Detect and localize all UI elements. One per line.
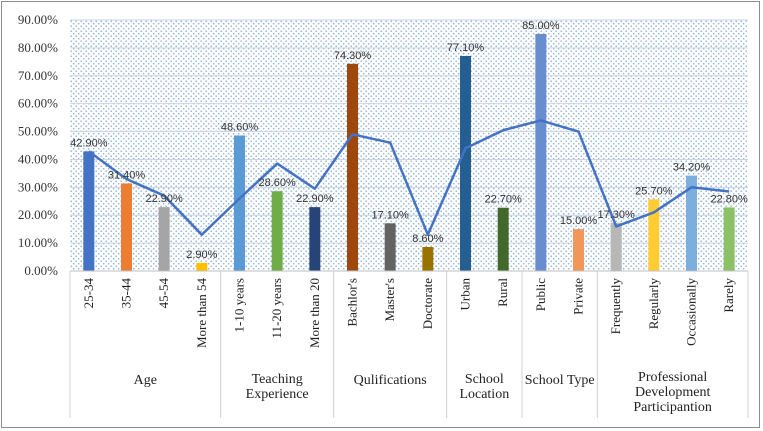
data-label: 28.60%	[259, 177, 297, 189]
data-label: 34.20%	[673, 162, 711, 174]
group-label: Teaching	[252, 372, 303, 387]
category-label: Occasionally	[684, 278, 699, 346]
x-axis: 25-34 35-44 45-54 More than 54 1-10 years 11-…	[69, 270, 749, 418]
category-label: More than 20	[307, 278, 322, 348]
group-label: Participantion	[633, 400, 712, 415]
category-label: Doctorate	[420, 278, 435, 329]
y-tick-label: 30.00%	[18, 179, 58, 194]
line-series	[88, 119, 730, 236]
category-label: 25-34	[81, 278, 96, 309]
y-tick-label: 90.00%	[18, 12, 58, 27]
category-label: 45-54	[156, 278, 171, 309]
data-label: 48.60%	[221, 121, 259, 133]
group-label: Experience	[246, 387, 309, 402]
group-label: Age	[134, 373, 157, 388]
group-label: School Type	[525, 373, 595, 388]
bar	[347, 63, 358, 272]
data-label: 2.90%	[186, 249, 217, 261]
bar	[83, 151, 95, 271]
data-label: 22.90%	[146, 193, 184, 205]
category-label: 35-44	[119, 278, 134, 309]
category-label: Private	[571, 278, 586, 315]
bar	[271, 191, 283, 271]
y-axis: 0.00% 10.00% 20.00% 30.00% 40.00% 50.00% 60.00…	[18, 12, 58, 278]
y-tick-label: 80.00%	[18, 40, 58, 55]
bar	[121, 183, 132, 271]
bar	[497, 207, 509, 271]
bar	[384, 223, 396, 271]
category-label: Regularly	[646, 278, 661, 330]
bar	[610, 222, 622, 271]
category-label: Bachlor's	[345, 278, 360, 327]
bar	[234, 135, 245, 271]
category-label: Urban	[458, 278, 473, 311]
bar	[422, 247, 434, 271]
bar	[686, 175, 697, 271]
data-label: 85.00%	[522, 20, 560, 32]
data-label: 25.70%	[635, 185, 673, 197]
y-tick-label: 20.00%	[18, 207, 58, 222]
data-label: 22.70%	[485, 194, 523, 206]
y-tick-label: 60.00%	[18, 96, 58, 111]
category-label: Rarely	[721, 278, 736, 313]
category-label: More than 54	[194, 278, 209, 349]
category-label: Frequently	[608, 278, 623, 335]
group-label: Development	[635, 385, 711, 400]
bar	[648, 199, 660, 271]
data-labels: 42.90%31.40%22.90%2.90%48.60%28.60%22.90…	[70, 20, 748, 261]
bar	[460, 55, 471, 271]
data-label: 17.10%	[372, 209, 410, 221]
bar	[309, 207, 321, 271]
group-label: School	[465, 372, 504, 387]
data-label: 22.80%	[711, 193, 749, 205]
bar	[723, 207, 735, 271]
y-tick-label: 40.00%	[18, 151, 58, 166]
data-label: 31.40%	[108, 169, 146, 181]
data-label: 8.60%	[412, 233, 443, 245]
data-label: 22.90%	[296, 193, 334, 205]
plot-area	[70, 20, 748, 271]
y-tick-label: 50.00%	[18, 124, 58, 139]
data-label: 17.30%	[598, 209, 636, 221]
group-label: Location	[459, 387, 509, 402]
group-label: Professional	[638, 370, 707, 385]
data-label: 74.30%	[334, 50, 372, 62]
y-tick-label: 70.00%	[18, 68, 58, 83]
bar	[158, 207, 170, 271]
category-label: Master's	[382, 278, 397, 322]
data-label: 42.90%	[70, 137, 108, 149]
bar	[196, 262, 208, 271]
data-label: 15.00%	[560, 215, 598, 227]
category-label: 1-10 years	[232, 278, 247, 333]
trend-line-series	[88, 119, 730, 236]
category-label: 11-20 years	[269, 278, 284, 339]
category-label: Rural	[495, 278, 510, 307]
data-label: 77.10%	[447, 42, 485, 54]
group-label: Qulifications	[354, 373, 427, 388]
bar	[535, 33, 547, 271]
y-tick-label: 10.00%	[18, 235, 58, 250]
category-label: Public	[533, 278, 548, 311]
bars	[83, 33, 735, 272]
y-tick-label: 0.00%	[24, 263, 58, 278]
bar	[573, 229, 584, 271]
